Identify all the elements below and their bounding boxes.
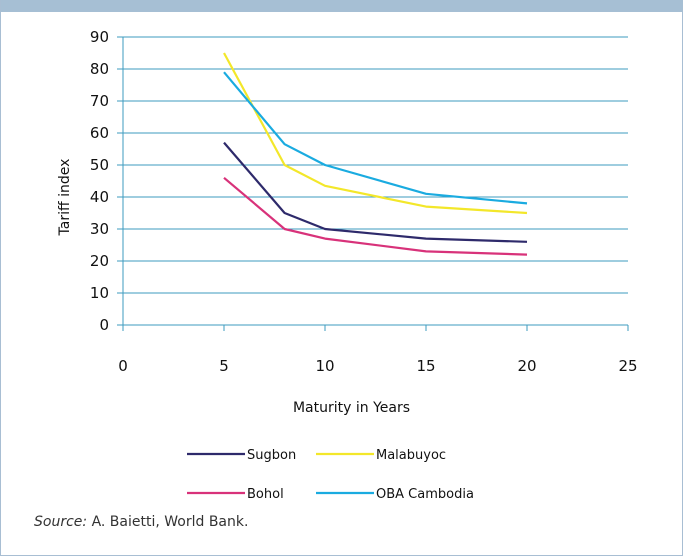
x-tick-label: 10 — [315, 357, 334, 375]
figure-header-bar — [1, 0, 683, 12]
x-axis-label: Maturity in Years — [293, 400, 410, 416]
line-chart: 0 10 20 30 40 50 60 70 80 90 0 5 10 15 20 25 Maturity in… — [57, 28, 638, 502]
series-line-bohol — [223, 176, 528, 256]
legend-label-oba-cambodia: OBA Cambodia — [376, 487, 474, 502]
legend-label-sugbon: Sugbon — [247, 448, 296, 463]
series-line-malabuyoc — [223, 52, 528, 215]
y-tick-label: 50 — [90, 156, 109, 174]
x-tick-label: 20 — [517, 357, 536, 375]
y-tick-label: 70 — [90, 92, 109, 110]
series-line-oba-cambodia — [223, 71, 528, 205]
x-tick-label: 5 — [219, 357, 229, 375]
y-tick-label: 60 — [90, 124, 109, 142]
y-tick-label: 20 — [90, 252, 109, 270]
x-tick-label: 25 — [618, 357, 637, 375]
source-note: Source: A. Baietti, World Bank. — [34, 514, 248, 530]
y-tick-label: 40 — [90, 188, 109, 206]
y-tick-label: 10 — [90, 284, 109, 302]
y-tick-label: 80 — [90, 60, 109, 78]
x-tick-label: 15 — [416, 357, 435, 375]
legend-label-malabuyoc: Malabuyoc — [376, 448, 446, 463]
y-tick-label: 30 — [90, 220, 109, 238]
x-tick-label: 0 — [118, 357, 128, 375]
legend-label-bohol: Bohol — [247, 487, 284, 502]
y-tick-label: 90 — [90, 28, 109, 46]
y-tick-label: 0 — [99, 316, 109, 334]
source-text: A. Baietti, World Bank. — [91, 514, 249, 530]
y-axis-label: Tariff index — [57, 159, 73, 237]
series-line-sugbon — [223, 141, 528, 243]
source-label: Source: — [34, 514, 88, 530]
